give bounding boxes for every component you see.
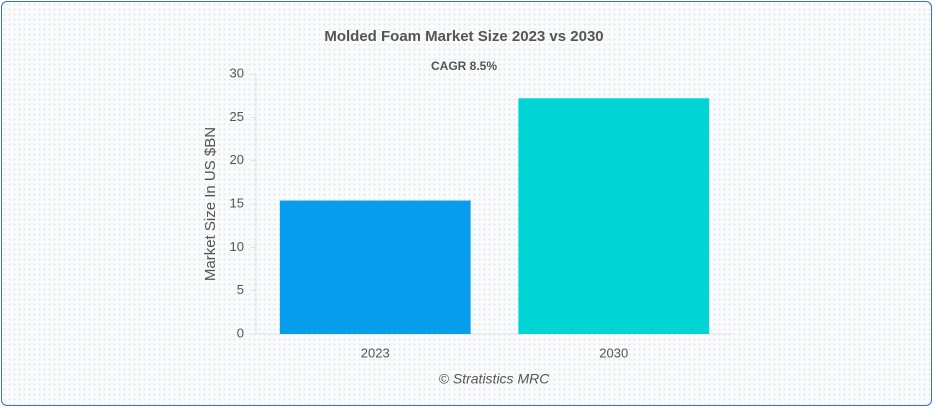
y-tick-label: 10 [230, 239, 244, 254]
y-tick-label: 5 [237, 282, 244, 297]
y-tick-label: 0 [237, 325, 244, 340]
bar [279, 200, 471, 334]
y-tick-label: 15 [230, 195, 244, 210]
bar [518, 98, 710, 335]
chart-subtitle: CAGR 8.5% [431, 59, 497, 73]
y-tick-label: 30 [230, 65, 244, 80]
chart-title: Molded Foam Market Size 2023 vs 2030 [324, 28, 603, 45]
y-axis-label: Market Size In US $BN [202, 127, 219, 281]
y-tick-label: 20 [230, 152, 244, 167]
x-tick-label: 2030 [599, 345, 628, 360]
y-tick-label: 25 [230, 109, 244, 124]
watermark: © Stratistics MRC [439, 371, 551, 387]
x-tick-label: 2023 [361, 345, 390, 360]
